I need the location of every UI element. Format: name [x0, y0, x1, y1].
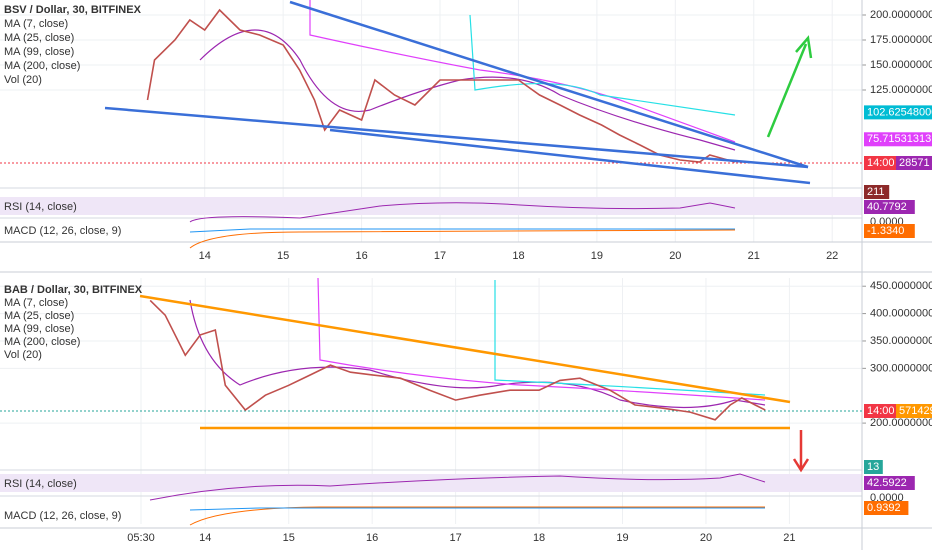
rsi-line — [149, 473, 766, 501]
trend-line — [289, 0, 809, 169]
legend-entry: MA (25, close) — [4, 310, 74, 322]
indicator-label: MACD (12, 26, close, 9) — [4, 225, 121, 237]
x-tick-label: 14 — [199, 532, 211, 544]
x-tick-label: 17 — [449, 532, 461, 544]
x-tick-label: 17 — [434, 250, 446, 262]
price-badge — [864, 156, 902, 170]
x-tick-label: 19 — [591, 250, 603, 262]
arrow-head — [792, 458, 810, 473]
price-badge — [864, 476, 915, 490]
x-tick-label: 05:30 — [127, 532, 155, 544]
ma-line — [494, 280, 766, 396]
trend-line — [329, 128, 811, 185]
ma-line — [189, 299, 766, 409]
price-badge — [864, 132, 932, 147]
legend-entry: MA (99, close) — [4, 323, 74, 335]
price-badge — [864, 105, 932, 120]
macd-signal — [189, 507, 765, 511]
indicator-label: RSI (14, close) — [4, 478, 77, 490]
price-badge — [864, 185, 890, 199]
legend-entry: Vol (20) — [4, 74, 42, 86]
price-line — [149, 299, 766, 421]
price-badge — [864, 460, 883, 474]
price-badge — [864, 224, 915, 238]
legend-entry: MA (7, close) — [4, 297, 68, 309]
rsi-band — [0, 474, 862, 492]
chart-title: BSV / Dollar, 30, BITFINEX — [4, 4, 142, 16]
legend-entry: MA (200, close) — [4, 336, 80, 348]
price-badge-label: 571429 — [899, 405, 932, 417]
price-badge — [896, 156, 932, 170]
macd-line — [189, 229, 736, 249]
price-badge-label: 40.7792 — [867, 201, 907, 213]
data-layer — [146, 8, 766, 421]
price-badge — [896, 404, 932, 418]
x-tick-label: 18 — [512, 250, 524, 262]
ma-line — [317, 277, 766, 401]
price-badge-label: 75.71531313 — [867, 133, 931, 145]
price-badge-label: 14:00 — [867, 405, 895, 417]
chart-title: BAB / Dollar, 30, BITFINEX — [4, 284, 143, 296]
price-badge — [864, 501, 909, 515]
x-tick-label: 16 — [366, 532, 378, 544]
indicator-label: MACD (12, 26, close, 9) — [4, 510, 121, 522]
price-badge-label: 42.5922 — [867, 477, 907, 489]
x-tick-label: 15 — [277, 250, 289, 262]
price-badge-label: 13 — [867, 461, 879, 473]
price-badge-label: -1.3340 — [867, 225, 904, 237]
x-tick-label: 20 — [669, 250, 681, 262]
axis-note: 0.0000 — [870, 492, 904, 504]
x-tick-label: 20 — [700, 532, 712, 544]
rsi-band — [0, 197, 862, 215]
arrow — [766, 43, 808, 138]
legend-entry: MA (7, close) — [4, 18, 68, 30]
price-line — [146, 8, 736, 163]
macd-line — [189, 506, 765, 526]
legend-entry: MA (200, close) — [4, 60, 80, 72]
x-tick-label: 19 — [616, 532, 628, 544]
price-badge-label: 28571 — [899, 157, 930, 169]
text-layer: 125.00000000150.00000000175.00000000200.… — [4, 4, 932, 544]
x-tick-label: 15 — [283, 532, 295, 544]
legend-entry: Vol (20) — [4, 349, 42, 361]
rsi-line — [189, 202, 736, 223]
legend-entry: MA (25, close) — [4, 32, 74, 44]
trend-line — [104, 106, 809, 169]
legend-entry: MA (99, close) — [4, 46, 74, 58]
ma-line — [199, 29, 736, 151]
x-tick-label: 21 — [783, 532, 795, 544]
trend-line — [139, 294, 791, 404]
x-tick-label: 21 — [748, 250, 760, 262]
x-tick-label: 14 — [199, 250, 211, 262]
price-badge — [864, 200, 915, 214]
indicator-label: RSI (14, close) — [4, 201, 77, 213]
price-badge-label: 0.9392 — [867, 502, 901, 514]
arrow-head — [795, 35, 813, 59]
macd-signal — [189, 228, 735, 233]
x-tick-label: 22 — [826, 250, 838, 262]
x-tick-label: 16 — [355, 250, 367, 262]
price-badge — [864, 404, 902, 418]
price-badge-label: 211 — [867, 186, 885, 198]
price-badge-label: 14:00 — [867, 157, 895, 169]
x-tick-label: 18 — [533, 532, 545, 544]
price-badge-label: 102.62548000 — [867, 106, 932, 118]
